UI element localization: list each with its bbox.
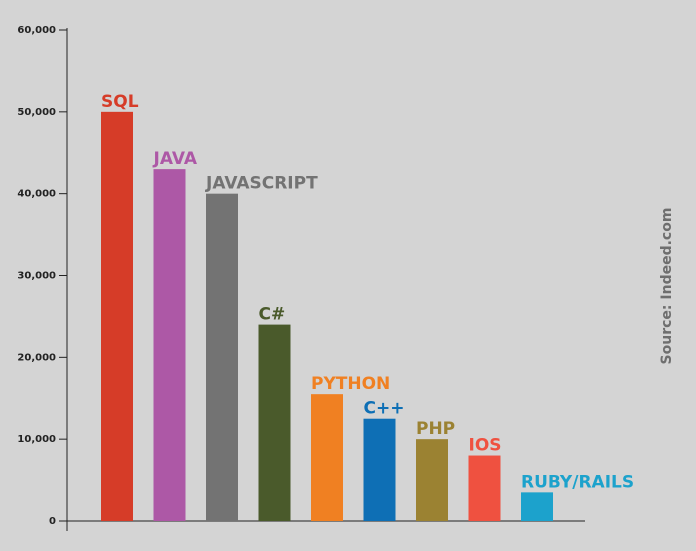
y-tick-label: 40,000 <box>17 189 56 200</box>
bars <box>101 111 553 521</box>
bar-label: JAVASCRIPT <box>205 174 318 194</box>
bar-php <box>416 439 448 521</box>
bar-c- <box>258 324 291 521</box>
bar-label: PHP <box>416 419 455 439</box>
bar-python <box>311 394 343 521</box>
y-tick-label: 60,000 <box>17 25 56 36</box>
y-tick-label: 0 <box>49 516 56 527</box>
y-tick-label: 50,000 <box>17 107 56 118</box>
y-tick-label: 20,000 <box>17 352 56 363</box>
source-label: Source: Indeed.com <box>659 208 675 365</box>
bar-label: PYTHON <box>311 374 390 394</box>
bar-ruby-rails <box>521 492 553 521</box>
bar-ios <box>468 455 501 521</box>
bar-label: IOS <box>469 436 502 456</box>
bar-label: JAVA <box>153 149 198 169</box>
bar-label: SQL <box>101 92 139 112</box>
bar-javascript <box>206 193 238 521</box>
bar-label: C# <box>259 305 286 325</box>
bar-c- <box>363 418 396 521</box>
bar-labels: SQL JAVA JAVASCRIPT C# PYTHON C++ PHP IOS RUBY/R… <box>101 92 634 493</box>
y-tick-label: 30,000 <box>17 271 56 282</box>
y-axis: 0 10,000 20,000 30,000 40,000 50,000 60,000 <box>17 25 68 531</box>
bar-sql <box>101 111 133 521</box>
bar-label: C++ <box>364 399 405 419</box>
bar-java <box>153 169 186 521</box>
y-tick-label: 10,000 <box>17 434 56 445</box>
bar-label: RUBY/RAILS <box>521 472 634 492</box>
